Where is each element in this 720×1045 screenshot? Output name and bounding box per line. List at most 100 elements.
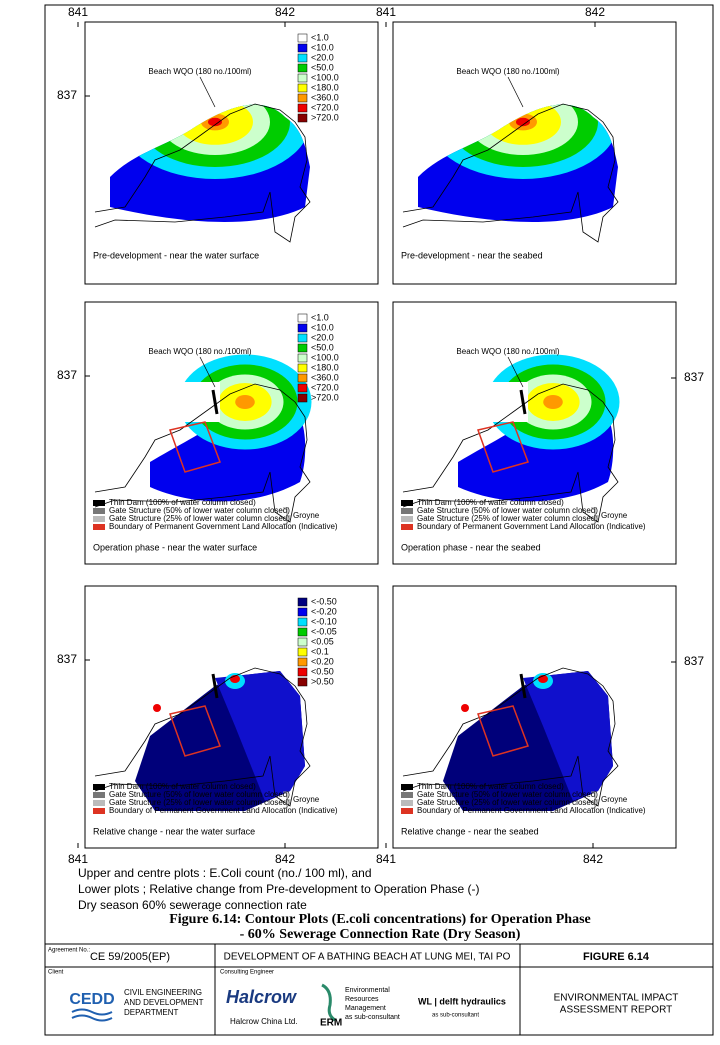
erm-name: as sub-consultant (345, 1014, 400, 1021)
brace (591, 791, 599, 809)
key-swatch (93, 516, 105, 522)
wl-sub: as sub-consultant (432, 1013, 479, 1019)
map-panel: <-0.50<-0.20<-0.10<-0.05<0.05<0.1<0.20<0… (57, 585, 379, 866)
legend-swatch (297, 313, 308, 323)
legend-label: <50.0 (311, 342, 334, 352)
key-swatch (401, 508, 413, 514)
legend-swatch (297, 353, 308, 363)
annotation: Beach WQO (180 no./100ml) (456, 347, 559, 356)
key-swatch (401, 792, 413, 798)
note: Lower plots ; Relative change from Pre-d… (78, 882, 480, 896)
x-tick-label: 841 (376, 5, 396, 19)
key-label: Boundary of Permanent Government Land Al… (109, 806, 338, 815)
key-group: Groyne (601, 795, 628, 804)
key-swatch (401, 784, 413, 790)
key-label: Gate Structure (25% of lower water colum… (109, 514, 290, 523)
client-name: CIVIL ENGINEERING (124, 988, 202, 997)
annotation-leader (199, 356, 216, 388)
x-tick-label: 841 (68, 5, 88, 19)
x-tick-label: 842 (275, 5, 295, 19)
key-swatch (93, 792, 105, 798)
legend-swatch (297, 627, 308, 637)
key-swatch (401, 524, 413, 530)
legend-label: >720.0 (311, 112, 339, 122)
agreement: CE 59/2005(EP) (90, 951, 170, 963)
key-swatch (93, 784, 105, 790)
key-swatch (401, 516, 413, 522)
legend-swatch (297, 53, 308, 63)
figure-no: FIGURE 6.14 (583, 951, 650, 963)
thin-dam (519, 389, 527, 415)
key-label: Gate Structure (25% of lower water colum… (417, 798, 598, 807)
contour-mask (433, 382, 528, 422)
thin-dam (211, 673, 219, 699)
coastline (402, 383, 619, 523)
legend-swatch (297, 63, 308, 73)
key-label: Boundary of Permanent Government Land Al… (417, 806, 646, 815)
key-swatch (401, 808, 413, 814)
legend-swatch (297, 103, 308, 113)
key-label: Gate Structure (25% of lower water colum… (109, 798, 290, 807)
erm-name: Resources (345, 996, 379, 1003)
legend-label: <20.0 (311, 52, 334, 62)
consultant-name: Halcrow China Ltd. (230, 1017, 298, 1026)
label: Client (48, 970, 64, 976)
panel-frame (392, 21, 677, 285)
key-swatch (401, 500, 413, 506)
key-swatch (93, 524, 105, 530)
key-label: Thin Dam (100% of water column closed) (417, 782, 564, 791)
coastline (402, 667, 619, 807)
map-panel: Beach WQO (180 no./100ml) Thin Dam (100% … (392, 301, 704, 565)
legend-label: >0.50 (311, 676, 334, 686)
legend-label: <-0.05 (311, 626, 337, 636)
thin-dam (519, 673, 527, 699)
legend-label: <20.0 (311, 332, 334, 342)
brace (591, 507, 599, 525)
coastline (402, 103, 619, 243)
logo: Halcrow (226, 987, 297, 1007)
y-tick-label: 837 (684, 370, 704, 384)
key-label: Gate Structure (25% of lower water colum… (417, 514, 598, 523)
legend-label: <-0.20 (311, 606, 337, 616)
key-label: Gate Structure (50% of lower water colum… (417, 506, 598, 515)
annotation: Beach WQO (180 no./100ml) (148, 67, 251, 76)
panel-caption: Pre-development - near the seabed (401, 250, 543, 260)
label: Consulting Engineer (220, 970, 274, 976)
legend-swatch (297, 667, 308, 677)
land-boundary (169, 421, 221, 473)
legend-swatch (297, 677, 308, 687)
legend-label: >720.0 (311, 392, 339, 402)
legend-label: <0.1 (311, 646, 329, 656)
key-label: Gate Structure (50% of lower water colum… (417, 790, 598, 799)
key-label: Boundary of Permanent Government Land Al… (109, 522, 338, 531)
legend-label: <1.0 (311, 32, 329, 42)
legend-swatch (297, 343, 308, 353)
coastline (94, 667, 311, 807)
y-tick-label: 837 (57, 368, 77, 382)
client-name: DEPARTMENT (124, 1008, 178, 1017)
key-label: Thin Dam (100% of water column closed) (109, 498, 256, 507)
logo-waves (71, 1008, 113, 1022)
project: DEVELOPMENT OF A BATHING BEACH AT LUNG M… (224, 952, 511, 963)
legend-swatch (297, 647, 308, 657)
contour-hot (153, 704, 161, 712)
annotation-leader (507, 76, 524, 108)
label: Agreement No.: (48, 948, 90, 954)
plume (94, 354, 312, 523)
legend-label: <10.0 (311, 42, 334, 52)
legend-swatch (297, 657, 308, 667)
key-swatch (93, 508, 105, 514)
panel-caption: Relative change - near the seabed (401, 826, 539, 836)
legend-label: <100.0 (311, 352, 339, 362)
contour-band (543, 395, 563, 409)
map-panel: Thin Dam (100% of water column closed)Ga… (376, 585, 704, 866)
plume (402, 667, 619, 811)
panel-caption: Operation phase - near the seabed (401, 542, 541, 552)
annotation-leader (199, 76, 216, 108)
thin-dam (211, 389, 219, 415)
key-label: Gate Structure (50% of lower water colum… (109, 506, 290, 515)
legend-swatch (297, 93, 308, 103)
figure-caption: Figure 6.14: Contour Plots (E.coli conce… (169, 912, 591, 927)
